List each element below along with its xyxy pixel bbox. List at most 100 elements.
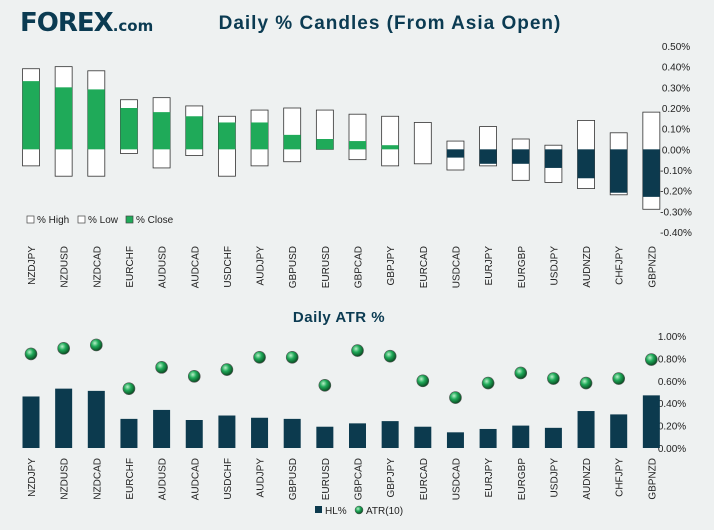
y-tick-label: 0.20% [662,104,690,115]
hl-bar-nzdusd [55,388,73,448]
legend-label: % Low [88,215,119,226]
candle-close-gbpjpy [381,145,399,150]
legend-swatch-low [77,215,86,224]
y-tick-label: -0.30% [660,207,692,218]
atr-dot-eurcad [416,374,430,388]
x-tick-label: CHFJPY [615,246,626,285]
x-tick-label: EURCAD [419,246,430,288]
hl-bar-eurgbp [512,425,530,448]
atr-dot-usdcad [449,391,462,404]
y-tick-label: -0.40% [660,228,692,239]
x-tick-label: EURUSD [321,458,332,500]
candle-close-chfjpy [610,149,628,193]
logo-text: FOREX [20,8,114,38]
candle-close-eurchf [120,108,138,150]
atr-dot-chfjpy [612,372,626,385]
atr-dot-eurjpy [481,376,495,390]
daily-candles-chart: Daily % Candles (From Asia Open) 0.50% 0.4… [22,13,692,289]
x-tick-label: EURGBP [517,458,528,501]
x-tick-label: EURCAD [419,458,430,500]
x-tick-label: AUDCAD [190,458,201,500]
x-tick-label: GBPNZD [647,246,658,288]
atr-dot-gbpjpy [383,349,397,363]
candles-title: Daily % Candles (From Asia Open) [219,13,562,34]
x-tick-label: USDJPY [549,458,560,498]
x-tick-label: EURJPY [484,458,495,498]
y-tick-label: -0.20% [660,187,692,198]
x-tick-label: NZDJPY [27,246,38,285]
legend-swatch-hl [315,506,322,513]
y-tick-label: 0.80% [658,354,686,365]
atr-dot-gbpusd [285,350,299,364]
y-tick-label: 0.00% [658,444,686,455]
hl-bar-eurchf [120,418,138,448]
legend-swatch-high [26,215,35,224]
legend-label: % Close [136,215,174,226]
x-tick-label: AUDUSD [158,458,169,500]
candle-close-gbpusd [283,134,301,150]
legend-label: HL% [325,506,347,517]
candle-close-usdchf [218,122,236,150]
x-tick-label: AUDCAD [190,246,201,288]
candle-close-nzdjpy [22,81,40,150]
legend-label: ATR(10) [366,506,403,517]
hl-bar-gbpnzd [642,395,660,448]
candle-close-gbpcad [349,141,366,150]
x-tick-label: GBPJPY [386,458,397,498]
candle-range-eurcad [413,122,432,165]
y-tick-label: 1.00% [658,332,686,343]
candle-close-nzdusd [55,87,73,150]
candle-close-audnzd [577,149,595,179]
candle-close-audjpy [251,122,269,150]
candle-close-audusd [153,112,171,150]
candle-close-eurusd [316,139,334,150]
legend-label: % High [37,215,69,226]
x-tick-label: EURGBP [517,246,528,289]
y-tick-label: 0.30% [662,83,690,94]
x-tick-label: NZDJPY [27,458,38,497]
hl-bar-usdcad [446,432,464,448]
candle-close-usdjpy [544,149,562,168]
logo-suffix: .com [112,17,154,35]
atr-dot-eurusd [318,378,332,392]
x-tick-label: NZDUSD [60,458,71,500]
x-tick-label: USDCAD [451,458,462,500]
hl-bar-gbpusd [283,418,301,448]
x-tick-label: CHFJPY [615,458,626,497]
x-tick-label: AUDJPY [256,458,267,498]
x-tick-label: USDCHF [223,246,234,288]
candle-range-gbpjpy [381,115,400,167]
atr-dot-usdchf [220,363,234,376]
candle-range-gbpcad [348,113,367,161]
hl-bar-eurjpy [479,428,497,448]
legend-swatch-close [125,215,134,224]
x-tick-label: GBPUSD [288,458,299,500]
x-tick-label: EURUSD [321,246,332,288]
hl-bar-usdchf [218,415,236,448]
hl-bar-usdjpy [544,427,562,448]
x-tick-label: GBPJPY [386,246,397,286]
hl-bar-nzdjpy [22,396,40,448]
x-tick-label: USDCHF [223,458,234,500]
candle-close-nzdcad [87,89,105,150]
atr-dot-gbpnzd [645,353,658,366]
x-tick-label: GBPCAD [354,246,365,288]
candle-close-audcad [185,116,203,150]
hl-bar-gbpjpy [381,421,399,448]
atr-dot-audnzd [579,376,593,390]
x-tick-label: GBPCAD [354,458,365,500]
atr-dot-audcad [187,370,201,383]
x-tick-label: AUDJPY [256,246,267,286]
atr-dot-nzdusd [57,342,70,355]
candle-close-usdcad [446,149,464,158]
atr-dot-nzdcad [90,338,103,352]
atr-dot-eurgbp [514,366,528,380]
x-tick-label: AUDNZD [582,458,593,500]
atr-title: Daily ATR % [293,309,385,326]
y-tick-label: 0.50% [662,42,690,53]
y-tick-label: 0.10% [662,125,690,136]
hl-bar-audjpy [251,417,269,448]
x-tick-label: USDCAD [451,246,462,288]
y-tick-label: 0.40% [658,399,686,410]
